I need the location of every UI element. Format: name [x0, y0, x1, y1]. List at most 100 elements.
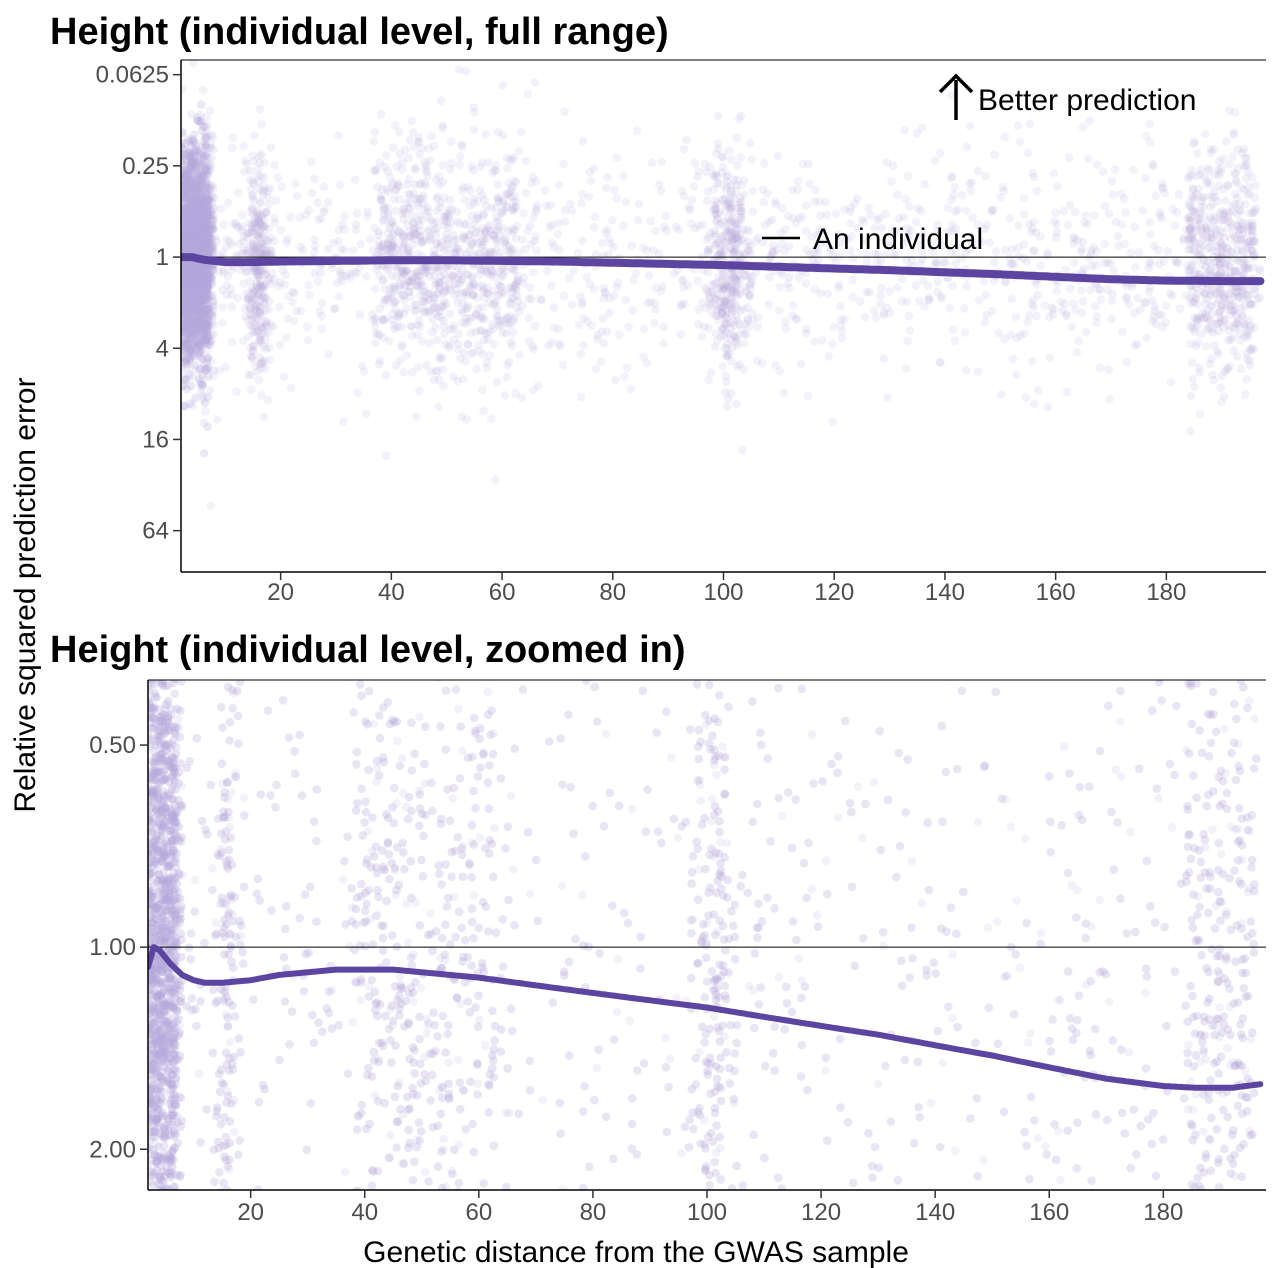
data-point: [1186, 426, 1195, 436]
data-point: [862, 288, 871, 297]
data-point: [209, 246, 218, 256]
data-point: [726, 356, 736, 366]
data-point: [298, 246, 308, 255]
data-point: [1245, 240, 1255, 249]
data-point: [476, 237, 486, 246]
data-point: [1059, 206, 1069, 216]
data-point: [432, 238, 441, 247]
data-point: [1195, 243, 1204, 253]
data-point: [936, 358, 945, 368]
data-point: [847, 232, 856, 241]
data-point: [261, 270, 270, 279]
data-point: [197, 160, 207, 170]
data-point: [1205, 179, 1215, 188]
data-point: [186, 267, 195, 276]
data-point: [723, 352, 732, 361]
data-point: [936, 292, 946, 301]
data-point: [899, 239, 908, 248]
data-point: [657, 157, 666, 167]
data-point: [204, 332, 213, 341]
data-point: [1235, 257, 1244, 267]
data-point: [246, 206, 256, 216]
data-point: [185, 293, 195, 303]
data-point: [1255, 267, 1265, 276]
data-point: [1221, 294, 1230, 304]
data-point: [1214, 349, 1223, 359]
data-point: [203, 283, 213, 293]
data-point: [255, 353, 264, 362]
data-point: [950, 336, 960, 346]
data-point: [1201, 262, 1210, 272]
data-point: [730, 248, 739, 258]
data-point: [1242, 242, 1252, 252]
data-point: [977, 237, 986, 246]
data-point: [701, 303, 711, 313]
data-point: [315, 307, 325, 317]
data-point: [1029, 246, 1038, 256]
data-point: [726, 304, 736, 314]
data-point: [1186, 213, 1195, 222]
data-point: [402, 249, 412, 259]
data-point: [1203, 244, 1212, 253]
data-point: [991, 247, 1001, 256]
data-point: [1226, 301, 1235, 311]
data-point: [1122, 281, 1131, 291]
data-point: [207, 356, 216, 366]
data-point: [489, 272, 499, 282]
data-point: [711, 216, 721, 226]
data-point: [1255, 293, 1265, 302]
data-point: [1174, 190, 1184, 199]
data-point: [1230, 107, 1240, 117]
data-point: [445, 309, 455, 319]
data-point: [469, 219, 479, 229]
data-point: [265, 184, 275, 193]
data-point: [1210, 212, 1219, 221]
data-point: [459, 234, 469, 243]
data-point: [270, 218, 279, 228]
data-point: [397, 273, 407, 282]
data-point: [252, 292, 262, 301]
data-point: [558, 360, 568, 370]
data-point: [207, 330, 216, 340]
data-point: [243, 228, 252, 238]
data-point: [413, 198, 423, 207]
data-point: [723, 170, 733, 180]
data-point: [1172, 258, 1182, 267]
data-point: [254, 177, 263, 187]
data-point: [944, 227, 953, 236]
data-point: [466, 241, 476, 251]
data-point: [567, 206, 577, 215]
data-point: [464, 231, 473, 240]
data-point: [381, 451, 391, 461]
data-point: [584, 192, 594, 202]
data-point: [483, 283, 492, 293]
data-point: [727, 231, 737, 241]
data-point: [181, 198, 191, 207]
data-point: [188, 60, 198, 68]
data-point: [784, 272, 794, 282]
data-point: [941, 258, 950, 268]
data-point: [386, 173, 395, 182]
data-point: [191, 330, 200, 339]
data-point: [494, 196, 504, 206]
data-point: [1028, 356, 1037, 366]
data-point: [731, 219, 740, 229]
data-point: [725, 243, 735, 253]
data-point: [722, 313, 731, 323]
data-point: [736, 111, 746, 121]
data-point: [416, 322, 425, 331]
data-point: [182, 293, 191, 302]
data-point: [182, 313, 191, 323]
data-point: [1189, 194, 1199, 204]
data-point: [486, 270, 496, 280]
data-point: [247, 220, 256, 229]
data-point: [1189, 237, 1199, 246]
data-point: [1224, 320, 1233, 330]
data-point: [1029, 217, 1039, 227]
data-point: [469, 290, 478, 300]
data-point: [577, 198, 586, 208]
data-point: [496, 289, 506, 299]
data-point: [390, 206, 400, 216]
data-point: [414, 316, 424, 325]
data-point: [1222, 365, 1232, 375]
